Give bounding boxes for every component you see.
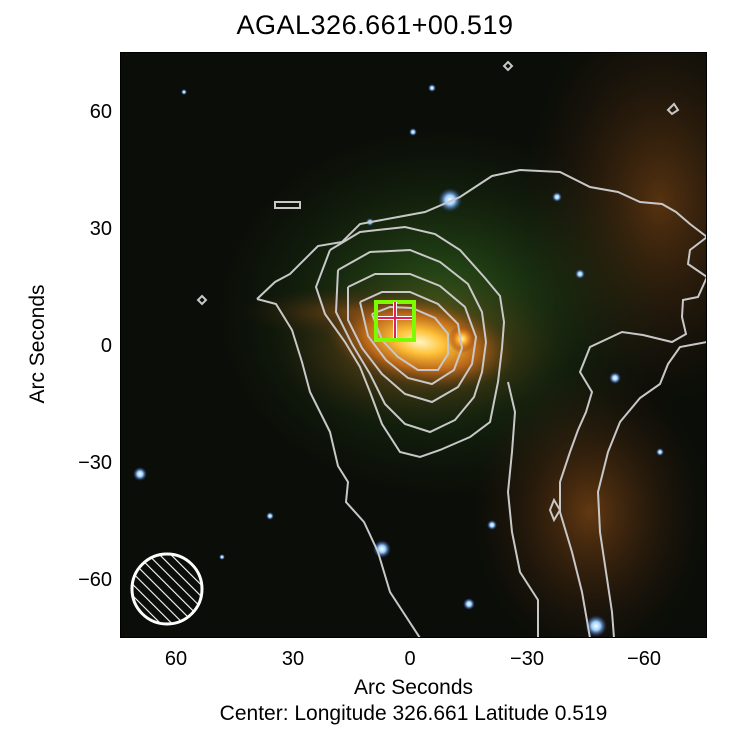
star (409, 128, 417, 136)
sky-image-svg (130, 52, 707, 638)
contour-edge-right (596, 341, 707, 638)
star (133, 467, 147, 481)
contour-level-1 (256, 168, 707, 638)
x-tick-label: −60 (627, 648, 661, 670)
center-coordinates-caption: Center: Longitude 326.661 Latitude 0.519 (219, 702, 608, 725)
plot-title: AGAL326.661+00.519 (236, 10, 514, 40)
nebula-hotspot (448, 325, 476, 353)
sky-image (120, 52, 707, 638)
y-axis-label: Arc Seconds (26, 284, 49, 404)
red-cross-marker (378, 302, 412, 338)
contour-level-3 (334, 248, 488, 434)
star (609, 372, 621, 384)
y-tick-label: 0 (100, 335, 112, 357)
contour-level-6 (371, 305, 449, 371)
contour-level-2 (314, 225, 506, 459)
contour-small-left (274, 201, 301, 209)
star (585, 615, 607, 637)
y-tick-label: 30 (89, 218, 112, 240)
star (428, 84, 436, 92)
x-axis-label: Arc Seconds (353, 676, 474, 699)
contour-small-top (502, 60, 514, 72)
star (575, 269, 585, 279)
hatched-beam-circle (130, 552, 204, 626)
x-tick-label: 60 (164, 648, 188, 670)
orange-filament-lower (470, 362, 707, 638)
x-tick-label: 30 (281, 648, 305, 670)
star (266, 512, 274, 520)
star (463, 598, 475, 610)
contour-small-lower (548, 497, 562, 523)
x-tick-label: −30 (510, 648, 544, 670)
y-tick-label: −30 (78, 452, 112, 474)
y-tick-label: −60 (78, 569, 112, 591)
star (438, 188, 462, 212)
x-tick-label: 0 (404, 648, 416, 670)
contour-level-5 (359, 291, 464, 386)
star (552, 192, 562, 202)
contour-small-left2 (196, 294, 208, 306)
star (219, 554, 225, 560)
dust-contours (196, 60, 707, 638)
star (181, 89, 187, 95)
y-tick-label: 60 (89, 101, 112, 123)
contour-small-topright (666, 102, 680, 116)
contour-level-4 (347, 273, 478, 404)
star (656, 448, 664, 456)
star (487, 520, 497, 530)
